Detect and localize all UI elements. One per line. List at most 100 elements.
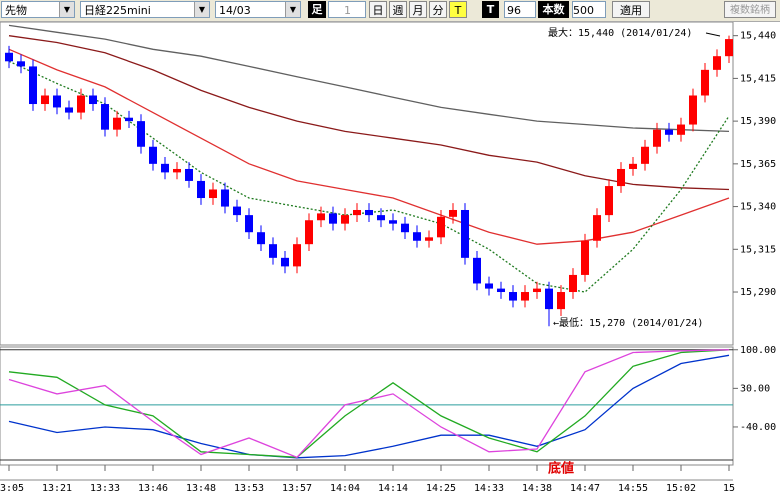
dropdown-arrow: ▼: [59, 2, 74, 17]
candle-body: [53, 95, 61, 108]
candle-body: [449, 209, 457, 217]
dropdown-arrow: ▼: [285, 2, 300, 17]
market: 先物: [5, 4, 27, 17]
moving-average: [8, 24, 730, 133]
oscillator-line: [8, 349, 730, 459]
candle-body: [41, 95, 49, 105]
candle-body: [665, 129, 673, 135]
min-annotation: ←最低：15,270 (2014/01/24): [553, 316, 703, 329]
y-tick-label: 15,290: [740, 287, 776, 298]
x-tick-label: 13:48: [186, 483, 216, 494]
candle-body: [305, 220, 313, 245]
x-tick-label: 14:38: [522, 483, 552, 494]
candle-body: [341, 215, 349, 224]
contract-select[interactable]: 14/03 ▼: [215, 1, 301, 18]
candle-body: [485, 283, 493, 289]
candle-body: [281, 257, 289, 267]
candle-body: [401, 223, 409, 233]
x-tick-label: 13:53: [234, 483, 264, 494]
candle-body: [413, 232, 421, 241]
y-tick-label: 15,440: [740, 31, 776, 42]
chart: 最大：15,440 (2014/01/24) ←最低：15,270 (2014/…: [0, 22, 776, 494]
candle-body: [197, 180, 205, 199]
y-tick-label: 30.00: [740, 383, 770, 394]
bar-size[interactable]: 1: [328, 1, 366, 18]
toolbar: 先物 ▼ 日経225mini ▼ 14/03 ▼ 足 1 日 週 月 分 T T 96…: [0, 0, 780, 22]
candle-body: [689, 95, 697, 125]
y-tick-label: -40.00: [740, 422, 776, 433]
bar-label: 足: [308, 1, 326, 18]
x-tick-label: 14:55: [618, 483, 648, 494]
candle-body: [629, 163, 637, 169]
x-tick-label: 13:46: [138, 483, 168, 494]
apply-button[interactable]: 適用: [612, 1, 650, 18]
period-button[interactable]: 分: [429, 1, 447, 18]
candle-body: [581, 240, 589, 275]
dropdown-arrow: ▼: [194, 2, 209, 17]
candle-body: [353, 209, 361, 216]
candle-body: [533, 288, 541, 293]
candle-body: [161, 163, 169, 173]
candle-body: [317, 213, 325, 221]
candle-body: [137, 121, 145, 147]
candle-body: [257, 232, 265, 245]
candle-body: [365, 209, 373, 216]
candle-body: [113, 117, 121, 130]
candle-body: [269, 244, 277, 258]
x-tick-label: 14:14: [378, 483, 408, 494]
candle-body: [185, 168, 193, 181]
period-button[interactable]: 月: [409, 1, 427, 18]
symbol-select[interactable]: 日経225mini ▼: [80, 1, 210, 18]
candle-body: [437, 216, 445, 238]
candle-body: [725, 39, 733, 57]
market-select[interactable]: 先物 ▼: [1, 1, 75, 18]
bottom-annotation: 底値: [548, 461, 574, 477]
x-tick-label: 13:57: [282, 483, 312, 494]
x-tick-label: 15: [723, 483, 735, 494]
period-button[interactable]: T: [449, 1, 467, 18]
candle-body: [425, 237, 433, 241]
candle-body: [557, 292, 565, 310]
candle-body: [233, 206, 241, 216]
candle-body: [461, 209, 469, 258]
candle-body: [329, 213, 337, 224]
y-tick-label: 15,365: [740, 159, 776, 170]
candle-body: [89, 95, 97, 105]
y-tick-label: 15,415: [740, 73, 776, 84]
candle-body: [593, 215, 601, 241]
annotation-arrow: [705, 32, 721, 37]
period-button[interactable]: 週: [389, 1, 407, 18]
x-tick-label: 14:33: [474, 483, 504, 494]
candle-body: [569, 274, 577, 293]
count[interactable]: 500: [572, 1, 606, 18]
candle-body: [5, 52, 13, 62]
y-tick-label: 15,390: [740, 116, 776, 127]
count-label: 本数: [538, 1, 569, 18]
candle-body: [29, 66, 37, 105]
y-tick-label: 15,315: [740, 244, 776, 255]
candle-body: [641, 146, 649, 164]
candle-body: [17, 61, 25, 67]
candle-body: [497, 288, 505, 293]
candle-body: [521, 292, 529, 301]
candle-body: [101, 104, 109, 130]
candle-body: [209, 189, 217, 199]
x-tick-label: 13:05: [0, 483, 24, 494]
x-tick-label: 13:33: [90, 483, 120, 494]
y-tick-label: 15,340: [740, 202, 776, 213]
multi-button[interactable]: 複数銘柄: [724, 1, 776, 18]
tick-count[interactable]: 96: [504, 1, 536, 18]
candle-body: [149, 146, 157, 164]
candle-body: [377, 215, 385, 221]
contract: 14/03: [219, 4, 251, 17]
candle-body: [713, 56, 721, 70]
moving-average: [8, 48, 730, 245]
period-button[interactable]: 日: [369, 1, 387, 18]
x-tick-label: 14:25: [426, 483, 456, 494]
main-panel: [0, 22, 734, 346]
x-tick-label: 15:02: [666, 483, 696, 494]
candle-body: [605, 186, 613, 216]
candle-body: [701, 69, 709, 96]
max-annotation: 最大：15,440 (2014/01/24): [548, 26, 692, 39]
